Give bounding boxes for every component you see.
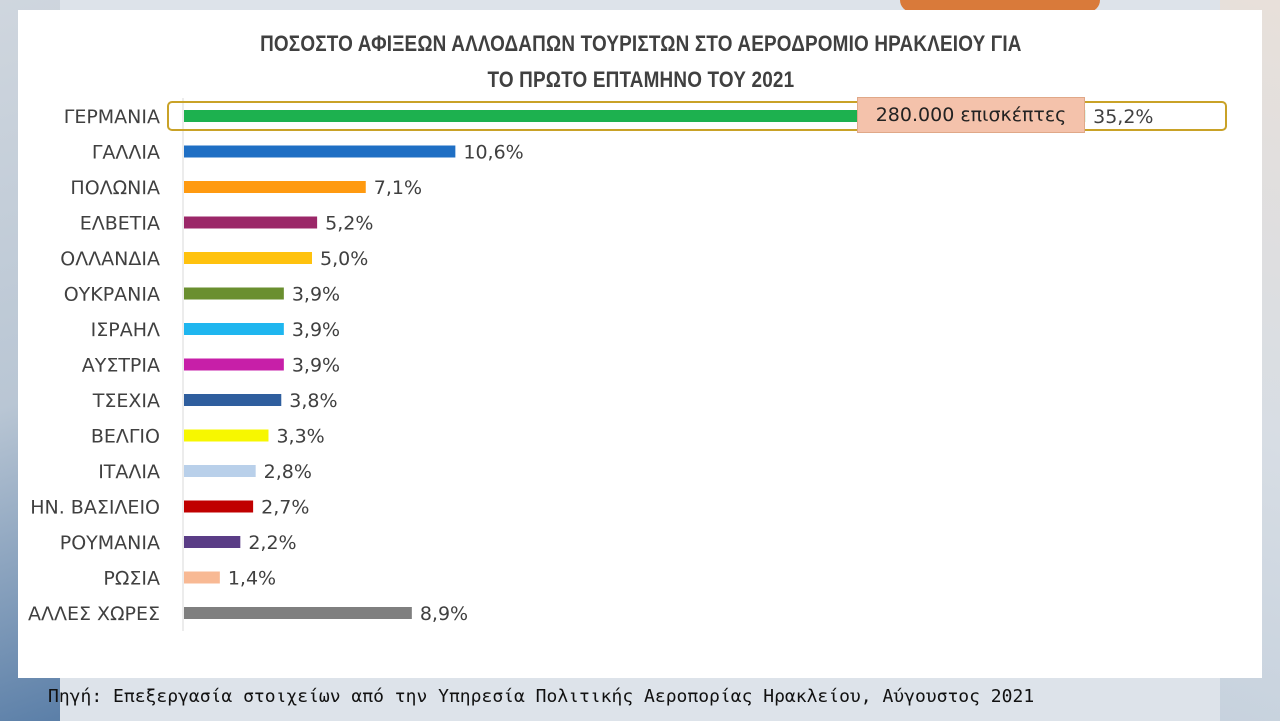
category-label: ΒΕΛΓΙΟ — [91, 426, 160, 448]
bar — [184, 358, 284, 371]
value-label: 35,2% — [1093, 106, 1153, 128]
value-label: 3,9% — [292, 284, 340, 306]
value-label: 10,6% — [463, 142, 523, 164]
value-label: 2,7% — [261, 497, 309, 519]
category-label: ΟΥΚΡΑΝΙΑ — [64, 284, 160, 306]
category-label: ΑΥΣΤΡΙΑ — [82, 355, 160, 377]
bar — [184, 323, 284, 335]
bar — [184, 465, 256, 477]
chart-title: ΠΟΣΟΣΤΟ ΑΦΙΞΕΩΝ ΑΛΛΟΔΑΠΩΝ ΤΟΥΡΙΣΤΩΝ ΣΤΟ … — [90, 26, 1193, 98]
chart-title-line-1: ΠΟΣΟΣΤΟ ΑΦΙΞΕΩΝ ΑΛΛΟΔΑΠΩΝ ΤΟΥΡΙΣΤΩΝ ΣΤΟ … — [260, 31, 1022, 56]
chart-title-line-2: ΤΟ ΠΡΩΤΟ ΕΠΤΑΜΗΝΟ ΤΟΥ 2021 — [487, 67, 795, 92]
value-label: 2,2% — [248, 532, 296, 554]
bar — [184, 429, 269, 442]
category-label: ΤΣΕΧΙΑ — [92, 390, 160, 412]
source-note: Πηγή: Επεξεργασία στοιχείων από την Υπηρ… — [48, 686, 1035, 707]
visitors-callout: 280.000 επισκέπτες — [857, 97, 1085, 133]
category-label: ΡΟΥΜΑΝΙΑ — [60, 532, 160, 554]
value-label: 5,0% — [320, 248, 368, 270]
category-label: ΕΛΒΕΤΙΑ — [80, 213, 160, 235]
highlight-box-germany — [167, 101, 1227, 131]
value-label: 1,4% — [228, 568, 276, 590]
category-label: ΡΩΣΙΑ — [103, 568, 160, 590]
bar — [184, 252, 312, 264]
category-label: ΓΑΛΛΙΑ — [92, 142, 160, 164]
bar — [184, 145, 456, 158]
category-label: ΗΝ. ΒΑΣΙΛΕΙΟ — [30, 497, 160, 519]
value-label: 3,3% — [276, 426, 324, 448]
bar — [184, 571, 220, 584]
value-label: 3,8% — [289, 390, 337, 412]
bar — [184, 500, 254, 513]
value-label: 5,2% — [325, 213, 373, 235]
bar — [184, 536, 241, 548]
value-label: 8,9% — [420, 603, 468, 625]
background-top-accent — [900, 0, 1100, 12]
value-label: 3,9% — [292, 355, 340, 377]
bar — [184, 216, 318, 229]
category-label: ΙΣΡΑΗΛ — [91, 319, 160, 341]
bar — [184, 181, 366, 193]
value-label: 2,8% — [264, 461, 312, 483]
category-label: ΟΛΛΑΝΔΙΑ — [60, 248, 160, 270]
bar — [184, 607, 412, 619]
category-label: ΠΟΛΩΝΙΑ — [70, 177, 160, 199]
value-label: 3,9% — [292, 319, 340, 341]
category-label: ΓΕΡΜΑΝΙΑ — [64, 106, 160, 128]
bar — [184, 287, 284, 300]
bar — [184, 394, 282, 406]
category-label: ΑΛΛΕΣ ΧΩΡΕΣ — [28, 603, 160, 625]
category-label: ΙΤΑΛΙΑ — [98, 461, 160, 483]
value-label: 7,1% — [374, 177, 422, 199]
